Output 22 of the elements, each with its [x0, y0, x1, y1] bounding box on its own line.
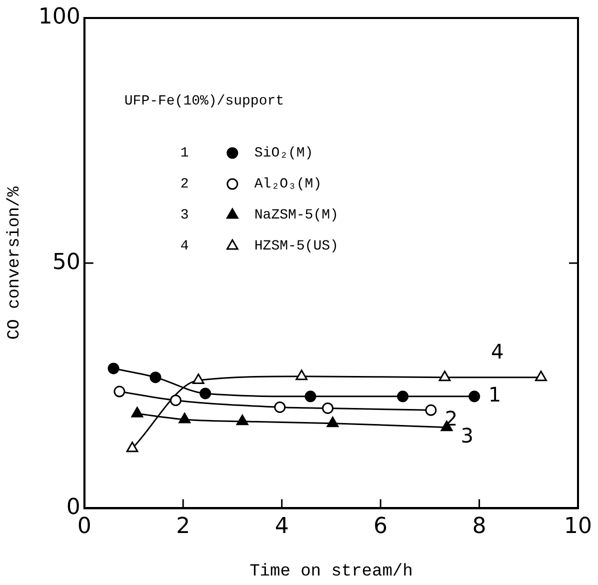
y-axis-title: CO conversion/% [6, 186, 25, 340]
legend-label: SiO₂(M) [254, 146, 314, 162]
annotation: 3 [460, 424, 474, 448]
x-tick-label: 4 [274, 514, 289, 540]
legend-title: UFP-Fe(10%)/support [124, 94, 284, 110]
y-tick-label: 100 [38, 4, 80, 30]
annotation: 4 [490, 340, 504, 364]
legend-label: Al₂O₃(M) [254, 176, 322, 193]
x-tick-label: 6 [374, 514, 388, 540]
text: 2 [180, 176, 189, 193]
x-tick-label: 8 [472, 514, 486, 540]
x-axis-title: Time on stream/h [250, 562, 413, 582]
legend-label: HZSM-5(US) [254, 238, 338, 255]
text: 3 [180, 208, 189, 224]
text: 4 [180, 238, 189, 255]
y-tick-label: 0 [66, 494, 80, 520]
text: 1 [180, 146, 189, 162]
x-tick-label: 10 [564, 514, 592, 540]
legend-label: NaZSM-5(M) [254, 208, 338, 224]
x-tick-label: 2 [176, 514, 190, 540]
y-tick-label: 50 [52, 250, 80, 275]
annotation: 1 [488, 382, 502, 407]
